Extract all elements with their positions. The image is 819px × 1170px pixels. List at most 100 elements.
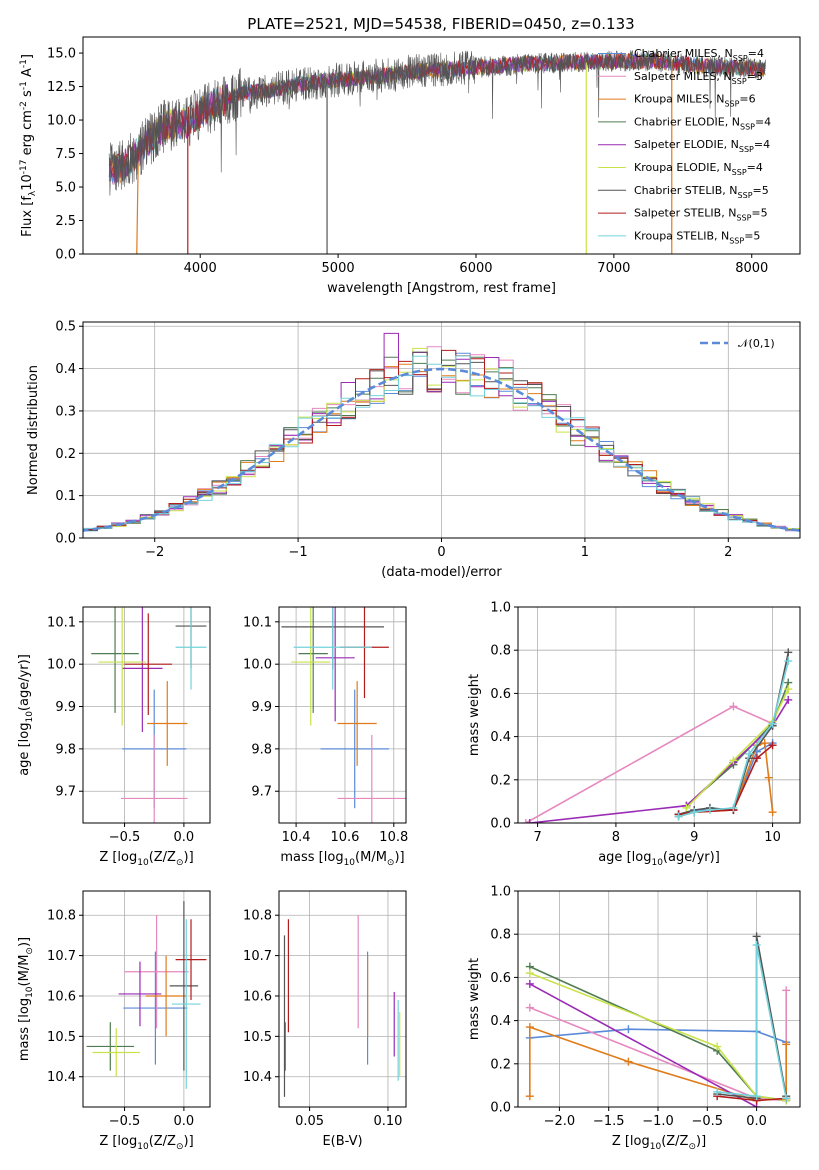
- y-axis-label: mass weight: [467, 958, 482, 1040]
- x-tick-label: 9: [690, 830, 698, 845]
- label-part: ⊙: [688, 1142, 696, 1152]
- x-axis-label: mass [log10(M/M⊙)]: [280, 850, 404, 868]
- residual-histogram-panel: −2 −1 0 1 2 0.0 0.1 0.2 0.3 0.4 0.5 (data-model)/er…: [26, 320, 801, 580]
- legend-label: Chabrier MILES, NSSP=4: [634, 47, 764, 63]
- y-tick-label: 10.1: [47, 615, 76, 630]
- label-part: Normed distribution: [26, 365, 41, 495]
- x-tick-label: 0.0: [174, 1114, 195, 1129]
- y-tick-label: 0.0: [490, 1101, 511, 1116]
- legend-label: Salpeter MILES, NSSP=3: [634, 70, 763, 86]
- y-tick-label: 9.8: [251, 742, 272, 757]
- x-tick-label: −0.5: [692, 1114, 724, 1129]
- plot-area: [86, 901, 207, 1089]
- label-part: =5: [744, 229, 760, 242]
- label-part: SSP: [733, 54, 748, 63]
- age-vs-mass-panel: 10.4 10.6 10.8 9.7 9.8 9.9 10.0 10.1 mass [log10…: [243, 606, 408, 868]
- label-part: age [log: [17, 723, 32, 776]
- y-tick-label: 1.0: [490, 885, 511, 900]
- label-part: -17: [19, 160, 29, 175]
- label-part: Z [log: [99, 850, 137, 865]
- x-axis-label: wavelength [Angstrom, rest frame]: [327, 281, 556, 296]
- label-part: SSP: [732, 168, 747, 177]
- mass-vs-metallicity-panel: −0.5 0.010.410.510.610.710.8Z [log10(Z/Z⊙…: [17, 890, 211, 1152]
- axes-frame: [82, 606, 211, 824]
- x-tick-label: 0.05: [295, 1114, 324, 1129]
- legend-label: Salpeter ELODIE, NSSP=4: [634, 138, 770, 154]
- label-part: 10: [20, 174, 35, 191]
- x-axis-label: Z [log10(Z/Z⊙)]: [99, 1134, 193, 1152]
- x-tick-label: 0.0: [174, 830, 195, 845]
- mass-weight-line: [529, 972, 787, 1102]
- x-tick-label: 0.10: [373, 1114, 402, 1129]
- y-tick-label: 0.2: [55, 447, 76, 462]
- x-tick-label: −2: [145, 545, 164, 560]
- label-part: (Z/Z: [149, 850, 176, 865]
- label-part: 10: [25, 986, 35, 998]
- y-tick-label: 10.0: [47, 114, 76, 129]
- y-tick-label: 12.5: [47, 80, 76, 95]
- x-tick-label: 6000: [459, 261, 492, 276]
- x-tick-label: 4000: [184, 261, 217, 276]
- label-part: 10: [651, 858, 663, 868]
- mass-weight-line: [529, 1028, 787, 1043]
- label-part: 10: [650, 1142, 662, 1152]
- plot-area: [525, 932, 791, 1107]
- label-part: mass weight: [467, 958, 482, 1040]
- y-tick-label: 0.0: [490, 817, 511, 832]
- label-part: 10: [25, 711, 35, 723]
- x-axis-label: (data-model)/error: [381, 565, 502, 580]
- label-part: (M/M: [355, 850, 387, 865]
- plot-area: [83, 332, 800, 533]
- label-part: age [log: [598, 850, 651, 865]
- plot-area: [91, 607, 207, 823]
- label-part: SSP: [732, 77, 747, 86]
- label-part: (Z/Z: [149, 1134, 176, 1149]
- y-tick-label: 15.0: [47, 47, 76, 62]
- y-tick-label: 0.6: [490, 687, 511, 702]
- x-tick-label: −1.0: [642, 1114, 674, 1129]
- x-axis-label: Z [log10(Z/Z⊙)]: [99, 850, 193, 868]
- label-part: )]: [184, 850, 194, 865]
- label-part: )]: [17, 937, 32, 947]
- label-part: wavelength [Angstrom, rest frame]: [327, 281, 556, 296]
- label-part: erg cm: [20, 110, 35, 159]
- x-tick-label: −1.5: [593, 1114, 625, 1129]
- y-tick-label: 0.3: [55, 404, 76, 419]
- y-tick-label: 0.0: [55, 532, 76, 547]
- label-part: mass [log: [17, 998, 32, 1061]
- mass-vs-extinction-panel: 0.05 0.10 10.4 10.5 10.6 10.7 10.8 E(B-V): [243, 890, 407, 1149]
- label-part: Salpeter ELODIE, N: [634, 138, 739, 151]
- mass-weight-line: [678, 652, 790, 816]
- x-tick-label: 10: [764, 830, 781, 845]
- y-tick-label: 0.4: [55, 362, 76, 377]
- legend-label: Salpeter STELIB, NSSP=5: [634, 207, 768, 223]
- label-part: Kroupa MILES, N: [634, 93, 724, 106]
- label-part: SSP: [736, 214, 751, 223]
- figure-title: PLATE=2521, MJD=54538, FIBERID=0450, z=0…: [247, 15, 634, 33]
- y-tick-label: 0.5: [55, 320, 76, 335]
- x-tick-label: −0.5: [109, 830, 141, 845]
- y-axis-label: age [log10(age/yr)]: [17, 654, 35, 776]
- y-tick-label: 10.7: [47, 949, 76, 964]
- x-tick-label: 8: [612, 830, 620, 845]
- x-axis-label: age [log10(age/yr)]: [598, 850, 720, 868]
- label-part: =5: [751, 207, 767, 220]
- y-tick-label: 0.1: [55, 489, 76, 504]
- label-part: -1: [19, 81, 29, 90]
- x-tick-label: −2.0: [544, 1114, 576, 1129]
- axes-frame: [82, 890, 211, 1108]
- mass-weight-line: [685, 688, 790, 809]
- label-part: Salpeter MILES, N: [634, 70, 732, 83]
- y-tick-label: 10.0: [243, 658, 272, 673]
- label-part: =6: [739, 93, 755, 106]
- y-tick-label: 0.6: [490, 971, 511, 986]
- plot-area: [283, 915, 401, 1097]
- x-tick-label: 10.6: [330, 830, 359, 845]
- y-tick-label: 9.8: [55, 742, 76, 757]
- label-part: A: [20, 68, 35, 81]
- label-part: Flux [f: [20, 196, 35, 237]
- label-part: ⊙: [25, 947, 35, 955]
- legend-label: Kroupa ELODIE, NSSP=4: [634, 161, 763, 177]
